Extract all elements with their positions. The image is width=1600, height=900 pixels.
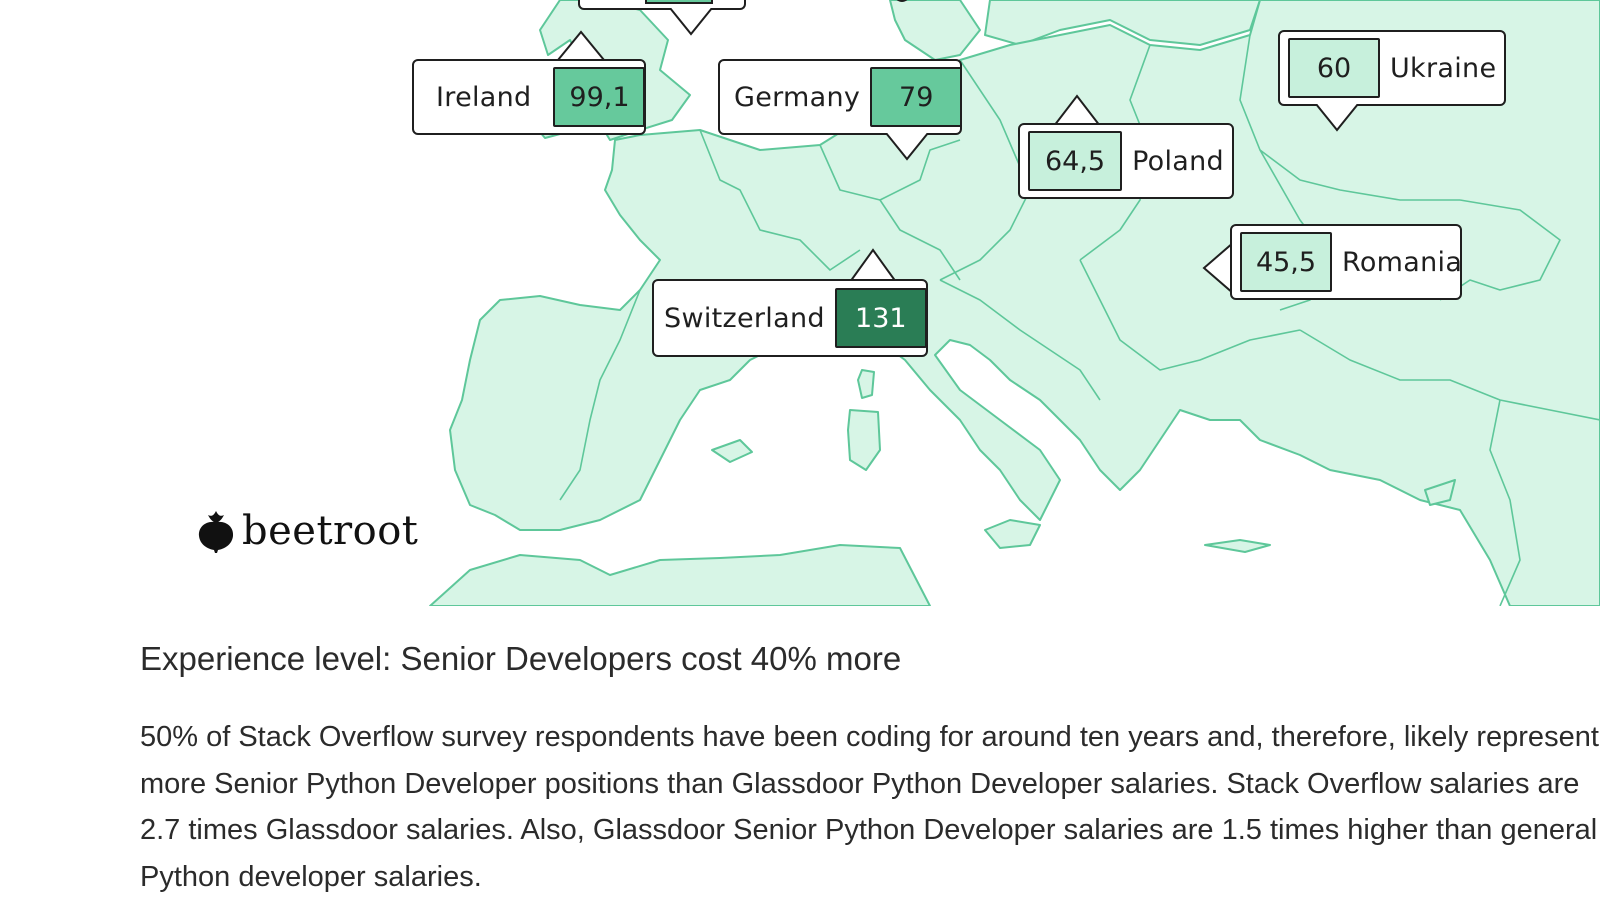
beetroot-logo: beetroot [196,508,418,554]
partial-pin-top-left-tip [669,8,713,36]
pin-romania-value: 45,5 [1240,232,1332,292]
north-africa [429,544,931,606]
pin-ireland-country: Ireland [436,81,532,113]
pin-romania-country: Romania [1342,246,1463,278]
partial-pin-top-right-tip [896,0,908,2]
section-heading: Experience level: Senior Developers cost… [140,640,902,677]
pin-ukraine-country: Ukraine [1390,52,1497,84]
ukraine-pin-tip [1315,104,1359,132]
salary-map: Ireland 99,1 Germany 79 60 Ukraine 64,5 … [196,0,1600,606]
pin-switzerland: Switzerland 131 [652,279,928,357]
pin-ukraine-value: 60 [1288,38,1380,98]
romania-pin-tip [1202,241,1234,295]
pin-germany-value: 79 [870,67,963,127]
balearic [711,439,753,463]
pin-switzerland-value: 131 [834,288,927,348]
germany-pin-tip [885,133,929,161]
pin-romania: 45,5 Romania [1230,224,1462,300]
partial-pin-top-left [578,0,746,10]
pin-ukraine: 60 Ukraine [1278,30,1506,106]
poland-pin-tip [1053,94,1101,126]
sicily [984,519,1041,549]
scandinavia-landmass [889,0,981,61]
mainland-europe [449,0,1600,606]
cyprus [1424,479,1456,506]
europe-map [429,0,1600,606]
pin-poland: 64,5 Poland [1018,123,1234,199]
partial-pin-top-left-value [645,0,713,4]
section-paragraph: 50% of Stack Overflow survey respondents… [140,721,1599,893]
switzerland-pin-tip [849,248,897,282]
pin-ireland-value: 99,1 [553,67,646,127]
pin-germany: Germany 79 [718,59,963,135]
crete [1204,539,1271,553]
beetroot-icon [198,511,234,553]
pin-poland-value: 64,5 [1028,131,1123,191]
logo-name: beetroot [242,508,419,554]
pin-ireland: Ireland 99,1 [412,59,646,135]
corsica [857,369,875,399]
sardinia [847,409,881,471]
ireland-pin-tip [557,30,605,60]
pin-poland-country: Poland [1132,145,1224,177]
pin-switzerland-country: Switzerland [664,302,825,334]
pin-germany-country: Germany [734,81,861,113]
